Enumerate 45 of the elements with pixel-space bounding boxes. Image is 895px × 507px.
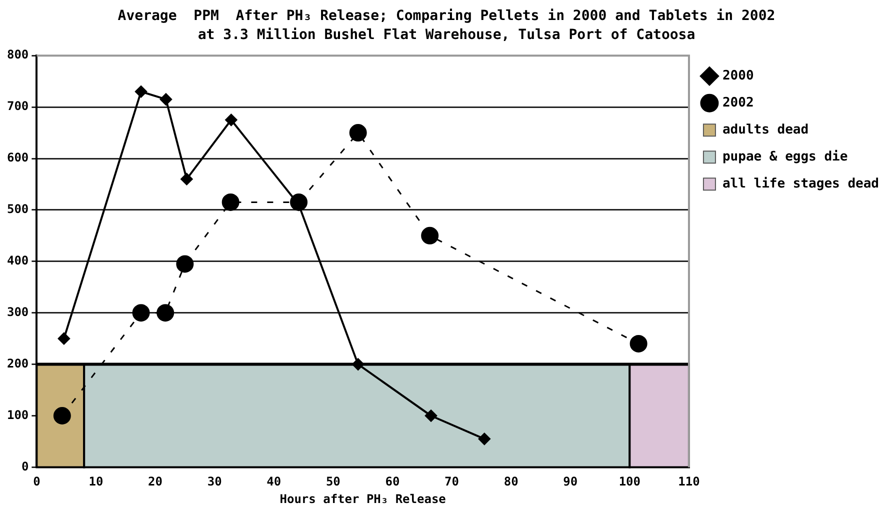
point — [478, 432, 490, 445]
point — [53, 407, 71, 424]
x-tick-label: 90 — [563, 474, 578, 489]
y-tick-label: 400 — [6, 254, 29, 268]
x-tick-label: 110 — [678, 474, 700, 489]
y-tick-label: 300 — [6, 304, 29, 319]
legend-label: pupae & eggs die — [722, 149, 848, 164]
point — [176, 255, 194, 273]
x-tick-label: 10 — [88, 474, 104, 489]
point — [349, 124, 367, 142]
point — [421, 226, 439, 244]
chart-subtitle: at 3.3 Million Bushel Flat Warehouse, Tulsa Port of Catoosa — [198, 26, 696, 43]
x-tick-label: 20 — [148, 474, 162, 489]
x-tick-label: 70 — [444, 474, 459, 489]
x-tick-label: 50 — [326, 474, 340, 489]
point — [160, 93, 172, 106]
y-tick-label: 0 — [21, 459, 29, 474]
point — [425, 410, 438, 422]
legend-label: 2000 — [722, 68, 754, 84]
point — [156, 304, 174, 322]
x-tick-label: 60 — [385, 474, 400, 489]
point — [135, 86, 148, 98]
point — [352, 358, 364, 370]
x-tick-label: 0 — [33, 474, 40, 489]
legend-label: 2002 — [722, 95, 754, 110]
y-tick-label: 700 — [6, 99, 29, 114]
point — [132, 304, 150, 322]
y-tick-label: 100 — [6, 408, 29, 422]
point — [58, 332, 70, 345]
y-tick-label: 200 — [6, 356, 29, 370]
x-tick-label: 80 — [504, 474, 518, 489]
point — [222, 193, 240, 211]
legend-label: adults dead — [722, 122, 809, 138]
x-tick-label: 40 — [266, 474, 282, 489]
y-tick-label: 600 — [6, 150, 29, 165]
y-tick-label: 800 — [6, 48, 29, 62]
point — [180, 173, 193, 186]
x-tick-label: 100 — [618, 474, 641, 489]
point — [630, 334, 648, 352]
x-tick-label: 30 — [207, 474, 222, 489]
point — [225, 114, 238, 126]
legend-label: all life stages dead — [722, 176, 880, 192]
x-axis-title: Hours after PH₃ Release — [280, 492, 446, 506]
y-tick-label: 500 — [6, 202, 29, 216]
chart-title: Average PPM After PH₃ Release; Comparing Pellets in 2000 and Tablets in 2002 — [118, 8, 776, 24]
